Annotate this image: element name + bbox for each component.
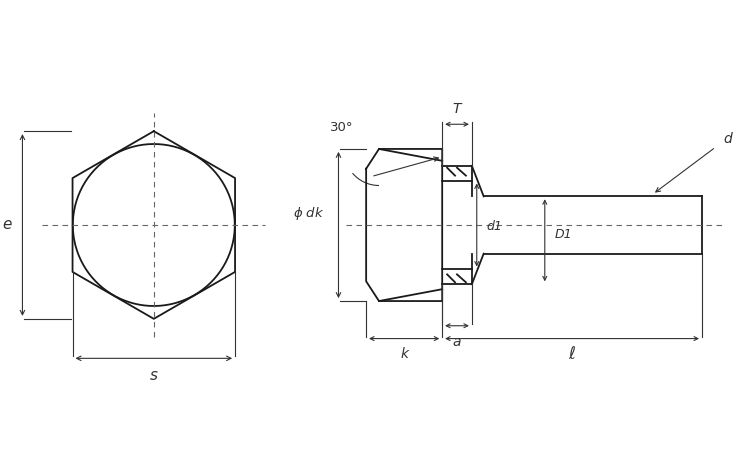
Text: D1: D1 bbox=[555, 229, 572, 241]
Text: d1: d1 bbox=[487, 220, 502, 234]
Text: $\phi$ dk: $\phi$ dk bbox=[293, 205, 325, 222]
Text: d: d bbox=[724, 132, 733, 146]
Text: s: s bbox=[150, 368, 158, 382]
Text: 30°: 30° bbox=[330, 121, 353, 134]
Text: $\ell$: $\ell$ bbox=[568, 346, 576, 364]
Text: T: T bbox=[453, 103, 461, 117]
Text: k: k bbox=[400, 347, 408, 361]
Text: e: e bbox=[2, 217, 11, 233]
Text: a: a bbox=[453, 334, 461, 349]
